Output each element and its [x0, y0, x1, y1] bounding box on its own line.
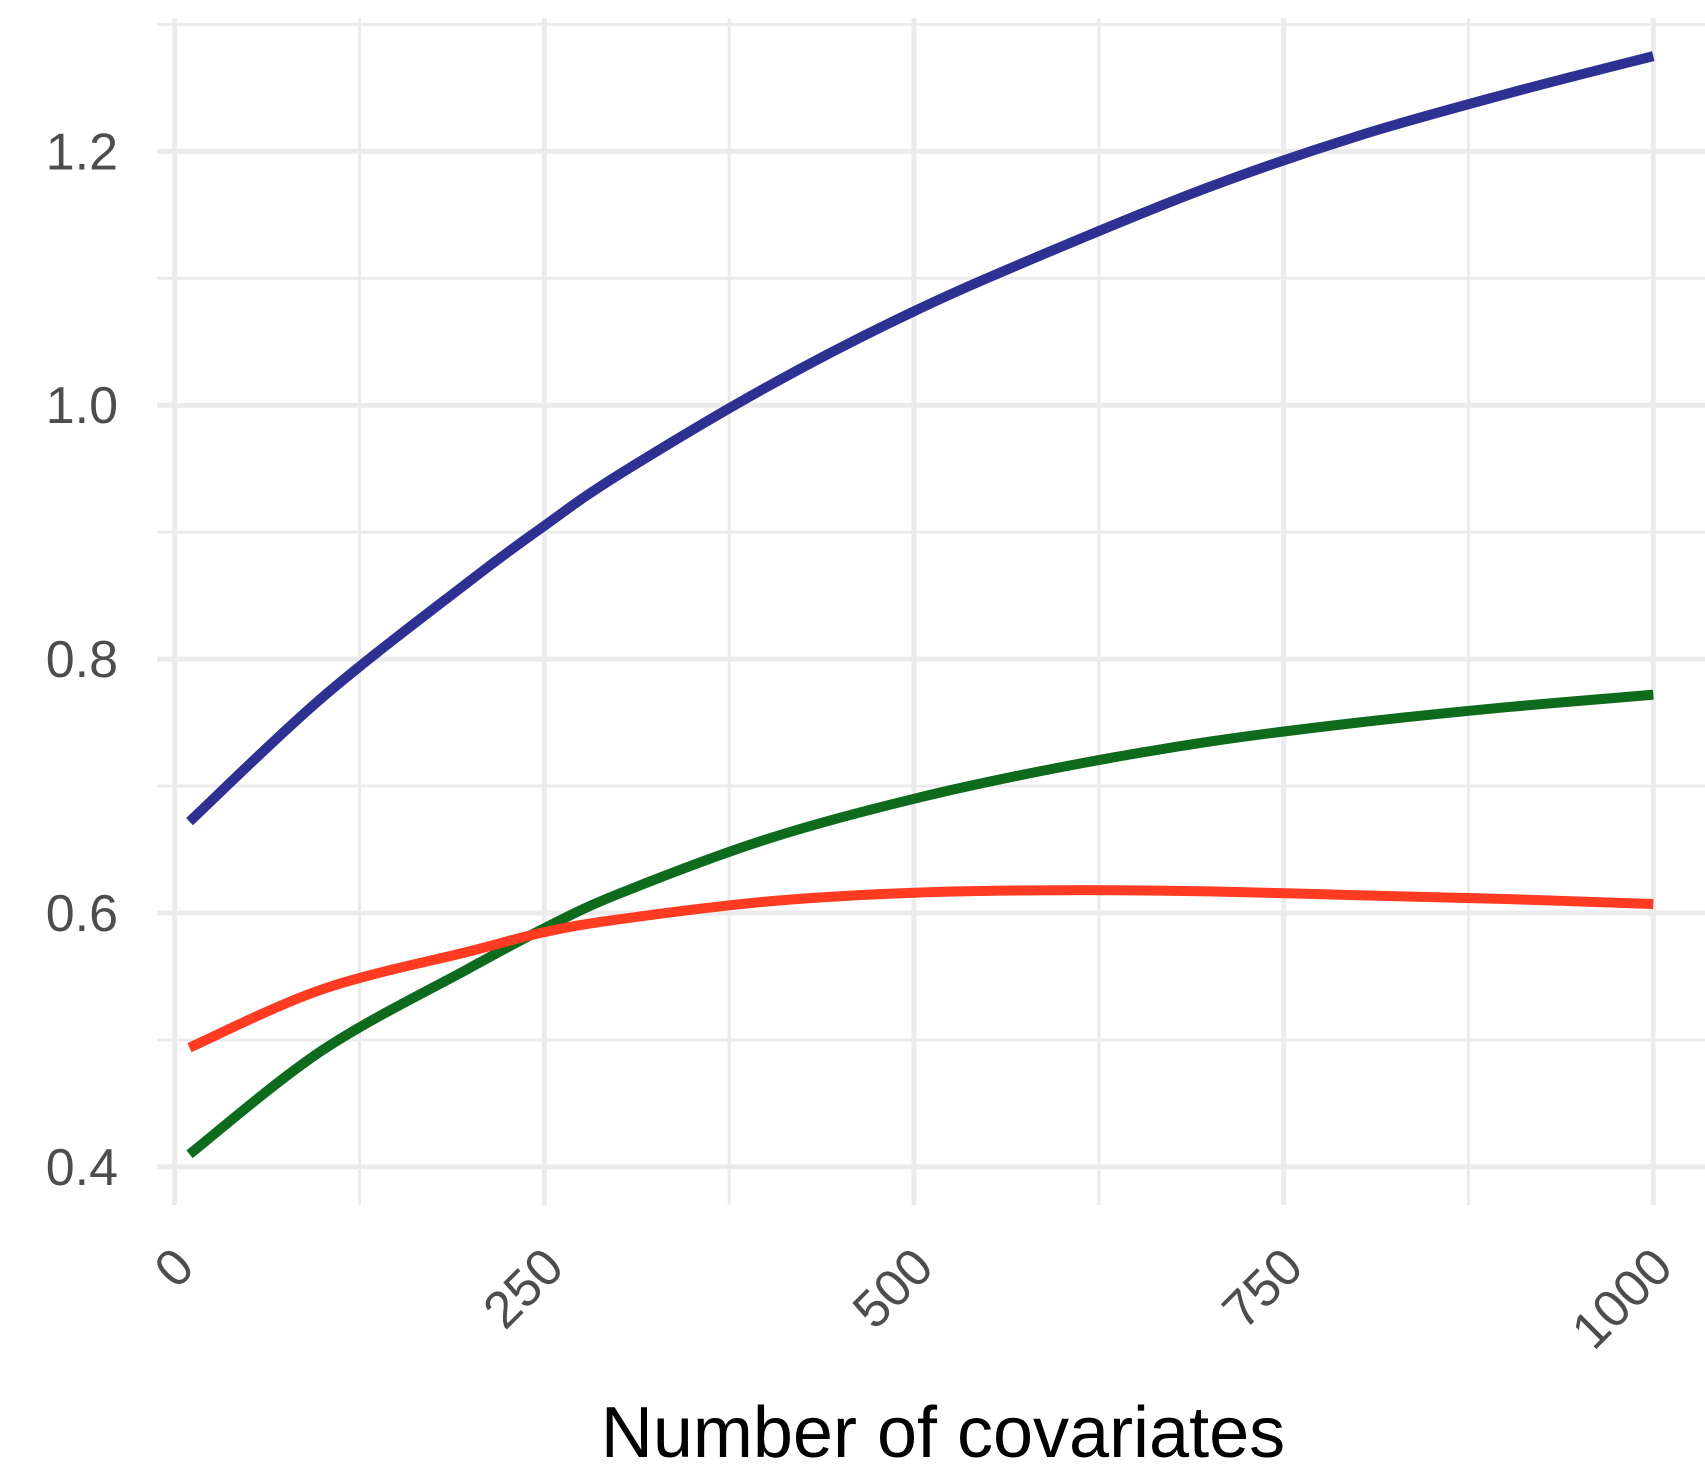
minor-gridlines	[157, 18, 1705, 1205]
series-line-2	[187, 885, 1654, 1053]
y-tick-label: 0.4	[46, 1139, 118, 1197]
series-lines	[186, 51, 1655, 1159]
y-tick-label: 1.0	[46, 377, 118, 435]
y-tick-label: 1.2	[46, 123, 118, 181]
y-axis-tick-labels: 0.4 0.6 0.8 1.0 1.2	[46, 123, 118, 1197]
series-line-0	[186, 51, 1655, 826]
series-line-1	[186, 689, 1654, 1159]
major-gridlines	[157, 18, 1705, 1205]
y-tick-label: 0.6	[46, 885, 118, 943]
x-axis-title: Number of covariates	[601, 1393, 1285, 1473]
y-tick-label: 0.8	[46, 631, 118, 689]
